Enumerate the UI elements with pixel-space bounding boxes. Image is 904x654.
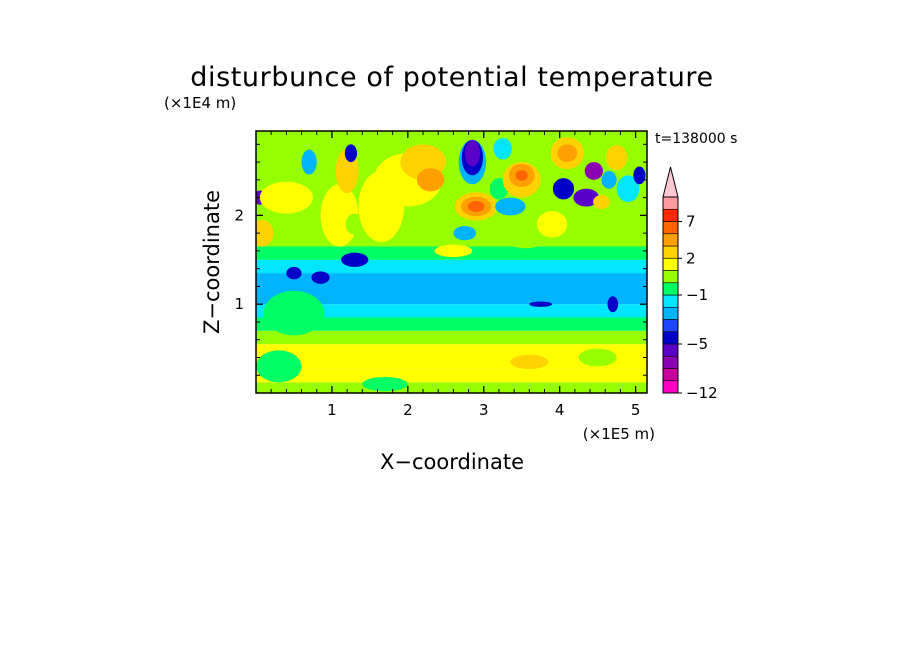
colorbar-box [662, 196, 679, 210]
colorbar: −12−5−127 [662, 166, 718, 402]
colorbar-label: −1 [686, 286, 708, 304]
time-label: t=138000 s [655, 131, 737, 147]
field-cell [344, 144, 357, 163]
field-cell [256, 350, 302, 383]
field-cell [584, 162, 603, 180]
field-cell [515, 170, 528, 181]
field-cell [434, 244, 473, 258]
field-band [256, 304, 647, 318]
colorbar-extension [662, 166, 679, 198]
x-axis-unit: (×1E5 m) [583, 425, 655, 443]
x-tick-label: 4 [555, 401, 565, 419]
y-axis-unit: (×1E4 m) [164, 94, 236, 112]
colorbar-box [662, 221, 679, 235]
field-cell [259, 181, 313, 214]
field-cell [552, 178, 575, 200]
y-axis-label: Z−coordinate [200, 190, 224, 334]
plot-frame [255, 130, 648, 394]
field-cell [416, 168, 445, 192]
x-tick-label: 3 [479, 401, 489, 419]
colorbar-box [662, 208, 679, 222]
colorbar-label: −5 [686, 335, 708, 353]
field-cell [578, 348, 617, 367]
y-tick-label: 1 [234, 295, 244, 313]
x-tick-label: 5 [631, 401, 641, 419]
colorbar-box [662, 257, 679, 271]
field-cell [633, 166, 646, 185]
colorbar-box [662, 319, 679, 333]
colorbar-box [662, 380, 679, 394]
field-cell [311, 271, 330, 284]
colorbar-label: 2 [686, 249, 696, 267]
field-cell [607, 296, 619, 313]
colorbar-box [662, 282, 679, 296]
field-cell [256, 160, 272, 182]
colorbar-box [662, 233, 679, 247]
colorbar-box [662, 355, 679, 369]
field-cell [536, 210, 568, 238]
field-cell [453, 226, 477, 241]
field-cell [362, 377, 408, 392]
plot-area: 1 2 3 4 5 1 2 [234, 130, 648, 419]
field-cell [263, 290, 325, 336]
colorbar-box [662, 331, 679, 345]
field-cell [606, 145, 628, 171]
field-band [256, 368, 647, 383]
field-cell [345, 213, 364, 235]
field-cell [593, 194, 610, 210]
colorbar-box [662, 343, 679, 357]
field-cell [557, 144, 578, 163]
field-band [256, 382, 647, 393]
field-band [256, 317, 647, 331]
x-axis-label: X−coordinate [380, 450, 524, 474]
field-cell [256, 219, 274, 247]
colorbar-box [662, 368, 679, 382]
field-cell [493, 138, 512, 160]
chart-title: disturbunce of potential temperature [190, 62, 714, 93]
axis-ticks: 1 2 3 4 5 1 2 [234, 131, 647, 419]
colorbar-box [662, 270, 679, 284]
colorbar-box [662, 245, 679, 259]
field-cell [573, 188, 600, 207]
x-tick-label: 2 [403, 401, 413, 419]
field-cell [510, 354, 549, 370]
field-cell [529, 301, 553, 307]
field-cell [301, 149, 317, 175]
field-cell [467, 201, 485, 212]
field-cell [502, 226, 549, 249]
field-cell [464, 139, 480, 167]
x-tick-label: 1 [327, 401, 337, 419]
temperature-field [256, 131, 647, 393]
field-band [256, 259, 647, 274]
field-cell [601, 170, 617, 189]
field-cell [341, 252, 369, 267]
colorbar-box [662, 306, 679, 320]
colorbar-label: 7 [686, 213, 696, 231]
colorbar-label: −12 [686, 384, 718, 402]
field-band [256, 330, 647, 345]
field-band [256, 344, 647, 369]
y-tick-label: 2 [234, 206, 244, 224]
field-cell [415, 213, 461, 235]
field-cell [286, 266, 302, 280]
field-cell [495, 197, 526, 216]
colorbar-box [662, 294, 679, 308]
field-cell [616, 208, 640, 223]
field-cell [616, 175, 640, 203]
